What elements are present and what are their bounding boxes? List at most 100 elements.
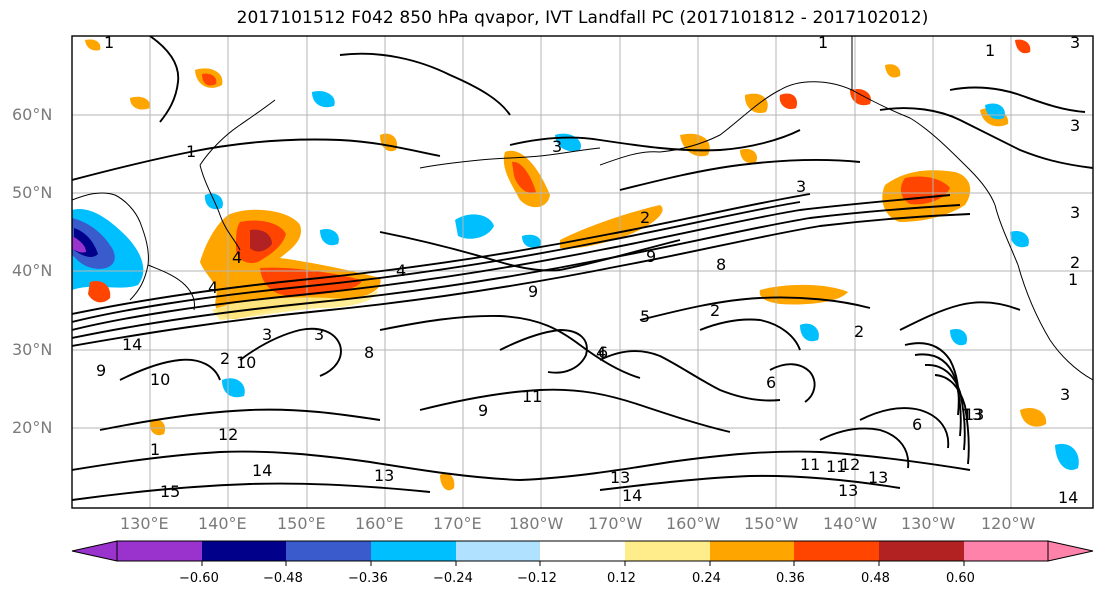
colorbar-frame xyxy=(116,540,1049,562)
contour-mid-1 xyxy=(379,314,641,379)
contour-label: 4 xyxy=(396,261,406,280)
colorbar-bin xyxy=(964,541,1048,561)
contour-label: 1 xyxy=(818,33,828,52)
shade-pos-blob-e xyxy=(149,418,166,436)
contour-east-3 xyxy=(914,353,962,437)
contour-label: 13 xyxy=(868,468,888,487)
contour-label: 14 xyxy=(622,486,642,505)
colorbar-bin xyxy=(117,541,202,561)
shade-neg-blob-h xyxy=(320,228,339,246)
contour-label: 2 xyxy=(220,349,230,368)
contour-label: 8 xyxy=(364,343,374,362)
contour-jet-3 xyxy=(72,213,971,347)
contour-label: 3 xyxy=(1070,33,1080,52)
contour-label: 1 xyxy=(104,33,114,52)
coast-na-west xyxy=(994,204,1093,381)
contour-label: 13 xyxy=(962,405,982,424)
contour-south-3 xyxy=(72,482,431,501)
shade-pos-central-2 xyxy=(560,205,663,249)
shade-pos-central-1-core xyxy=(512,161,536,194)
lat-label: 60°N xyxy=(12,105,53,124)
contour-label: 11 xyxy=(522,387,542,406)
shade-pos-blob-a-core xyxy=(202,73,217,86)
shade-neg-west-core xyxy=(72,218,115,269)
lon-label: 130°W xyxy=(901,514,956,533)
colorbar-tick-label: 0.12 xyxy=(607,571,636,586)
colorbar-bin xyxy=(202,541,286,561)
contour-east-5 xyxy=(934,374,970,465)
colorbar-bin xyxy=(710,541,794,561)
contour-label: 4 xyxy=(208,278,218,297)
coast-alaska xyxy=(599,36,996,206)
coast-kamchatka xyxy=(199,99,276,251)
contour-north-8 xyxy=(949,86,1086,113)
contour-label: 1 xyxy=(1068,270,1078,289)
contour-label: 9 xyxy=(646,247,656,266)
contour-wave-2 xyxy=(699,318,801,351)
contour-mid-3 xyxy=(419,388,731,433)
shade-pos-blob-c xyxy=(85,39,101,51)
colorbar-tick-label: 0.24 xyxy=(692,571,721,586)
lon-label: 150°W xyxy=(744,514,799,533)
lon-label: 160°W xyxy=(666,514,721,533)
contour-label: 13 xyxy=(838,481,858,500)
contour-south-1 xyxy=(72,450,521,481)
lon-label: 120°W xyxy=(981,514,1036,533)
colorbar xyxy=(71,540,1094,566)
gridlines xyxy=(72,36,1093,508)
lon-label: 170°W xyxy=(588,514,643,533)
contour-label: 2 xyxy=(710,301,720,320)
shade-pos-central-3 xyxy=(380,133,398,152)
colorbar-tick-label: 0.48 xyxy=(861,571,890,586)
shade-pos-blob-l xyxy=(1015,39,1031,54)
shade-neg-blob-g xyxy=(950,328,968,346)
contour-jet-5 xyxy=(72,193,811,315)
contour-label: 11 xyxy=(800,455,820,474)
shade-neg-west-purple xyxy=(72,236,86,253)
contour-jet-4 xyxy=(72,201,801,323)
shade-pos-gulf-core xyxy=(900,176,950,205)
contour-label: 14 xyxy=(252,461,272,480)
shade-neg-blob-b xyxy=(455,214,494,239)
colorbar-ticks xyxy=(201,561,965,566)
contour-label: 3 xyxy=(796,177,806,196)
shade-pos-japan-small xyxy=(88,280,111,303)
contour-mid-5 xyxy=(499,329,588,374)
contour-label: 5 xyxy=(640,307,650,326)
lon-label: 180°W xyxy=(509,514,564,533)
contour-south-4 xyxy=(599,474,901,491)
shade-pos-blob-i xyxy=(885,64,901,78)
contour-label: 3 xyxy=(1070,116,1080,135)
contour-label: 13 xyxy=(964,405,984,424)
contour-label: 10 xyxy=(150,370,170,389)
contour-label: 4 xyxy=(232,248,242,267)
contour-label: 3 xyxy=(262,325,272,344)
contour-east-1 xyxy=(899,301,1021,331)
contour-wave-1 xyxy=(599,350,781,402)
contour-label: 14 xyxy=(122,335,142,354)
coast-asia xyxy=(72,192,149,301)
contour-label-layer: 1 1 1 3 3 1 3 2 4 4 8 2 3 9 9 8 10 9 11 … xyxy=(96,33,1080,507)
contour-label: 12 xyxy=(218,425,238,444)
lon-label: 170°E xyxy=(433,514,482,533)
contour-north-1 xyxy=(379,231,681,272)
contour-south-2 xyxy=(519,450,971,481)
lon-label: 150°E xyxy=(277,514,326,533)
contour-label: 3 xyxy=(1070,203,1080,222)
colorbar-bin xyxy=(371,541,456,561)
contour-east-2 xyxy=(904,342,960,416)
contour-label: 11 xyxy=(826,457,846,476)
lat-label: 50°N xyxy=(12,183,53,202)
contour-label: 8 xyxy=(716,255,726,274)
lat-label: 30°N xyxy=(12,340,53,359)
contour-label: 12 xyxy=(840,455,860,474)
colorbar-bin xyxy=(540,541,625,561)
coastlines xyxy=(72,36,1093,381)
shade-pos-blob-j xyxy=(779,93,798,110)
contour-label: 1 xyxy=(150,440,160,459)
contour-label: 4 xyxy=(596,343,606,362)
colorbar-extend-left xyxy=(71,540,118,562)
colorbar-tick-label: −0.12 xyxy=(517,571,557,586)
shade-pos-band-deep xyxy=(250,229,272,252)
